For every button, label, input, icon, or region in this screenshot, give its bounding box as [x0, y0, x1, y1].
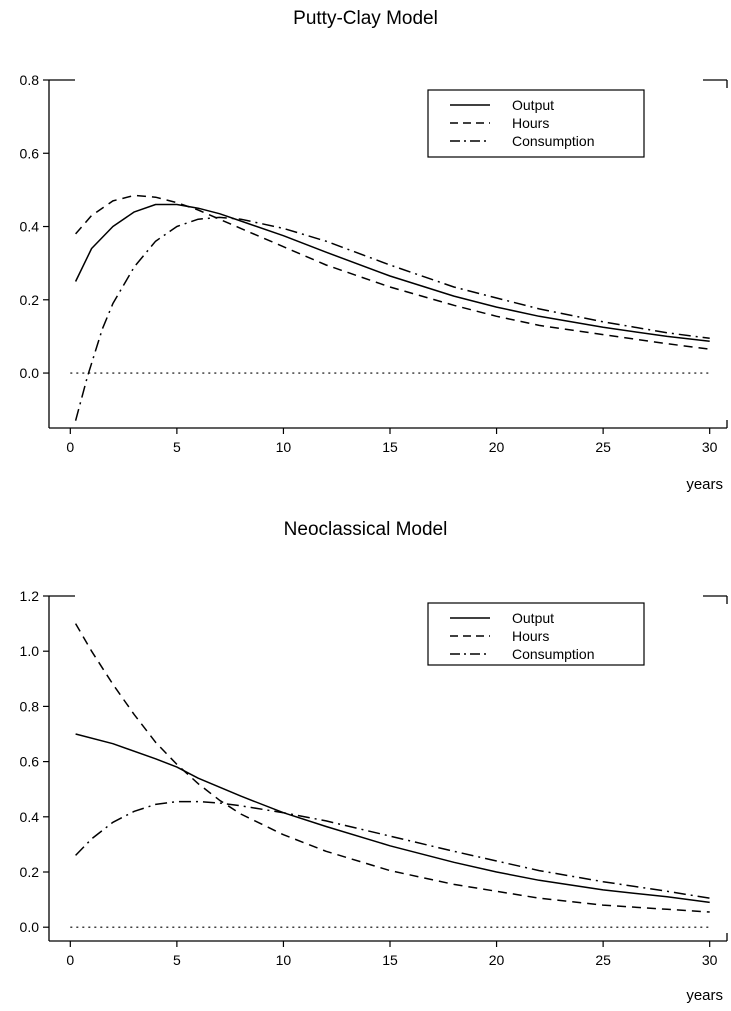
y-tick-label-top: 0.8 — [20, 72, 40, 88]
x-tick-label-bottom: 15 — [382, 952, 398, 968]
legend-label-output-bottom: Output — [512, 610, 554, 626]
series-line-consumption-top — [74, 216, 710, 421]
x-tick-label-top: 10 — [276, 439, 292, 455]
x-tick-label-top: 25 — [595, 439, 611, 455]
y-tick-label-top: 0.4 — [20, 219, 40, 235]
y-tick-label-bottom: 0.2 — [20, 864, 40, 880]
x-tick-label-top: 20 — [489, 439, 505, 455]
series-line-hours-top — [75, 194, 710, 350]
y-tick-label-bottom: 0.6 — [20, 754, 40, 770]
x-tick-label-bottom: 30 — [702, 952, 718, 968]
x-tick-label-top: 15 — [382, 439, 398, 455]
y-tick-label-bottom: 0.4 — [20, 809, 40, 825]
x-axis-label-bottom: years — [686, 987, 723, 1004]
legend-label-consumption-bottom: Consumption — [512, 646, 595, 662]
x-axis-label-top: years — [686, 476, 723, 493]
series-line-output-top — [74, 203, 710, 342]
legend-label-consumption-top: Consumption — [512, 133, 595, 149]
series-line-consumption-bottom — [75, 800, 710, 899]
x-tick-label-bottom: 10 — [276, 952, 292, 968]
x-tick-label-bottom: 5 — [173, 952, 181, 968]
legend-label-hours-top: Hours — [512, 115, 549, 131]
x-tick-label-bottom: 25 — [595, 952, 611, 968]
y-tick-label-bottom: 1.2 — [20, 588, 40, 604]
chart-title-neoclassical: Neoclassical Model — [283, 519, 448, 540]
y-tick-label-bottom: 0.8 — [20, 698, 40, 714]
x-tick-label-top: 0 — [66, 439, 74, 455]
chart-title-putty-clay: Putty-Clay Model — [293, 8, 438, 29]
series-line-hours-bottom — [74, 623, 710, 913]
y-tick-label-top: 0.2 — [20, 292, 40, 308]
x-tick-label-top: 5 — [173, 439, 181, 455]
y-tick-label-bottom: 1.0 — [20, 643, 40, 659]
y-tick-label-top: 0.6 — [20, 145, 40, 161]
y-tick-label-bottom: 0.0 — [20, 919, 40, 935]
legend-label-output-top: Output — [512, 97, 554, 113]
series-line-output-bottom — [75, 733, 710, 904]
x-tick-label-bottom: 20 — [489, 952, 505, 968]
y-tick-label-top: 0.0 — [20, 365, 40, 381]
x-tick-label-bottom: 0 — [66, 952, 74, 968]
legend-label-hours-bottom: Hours — [512, 628, 549, 644]
x-tick-label-top: 30 — [702, 439, 718, 455]
